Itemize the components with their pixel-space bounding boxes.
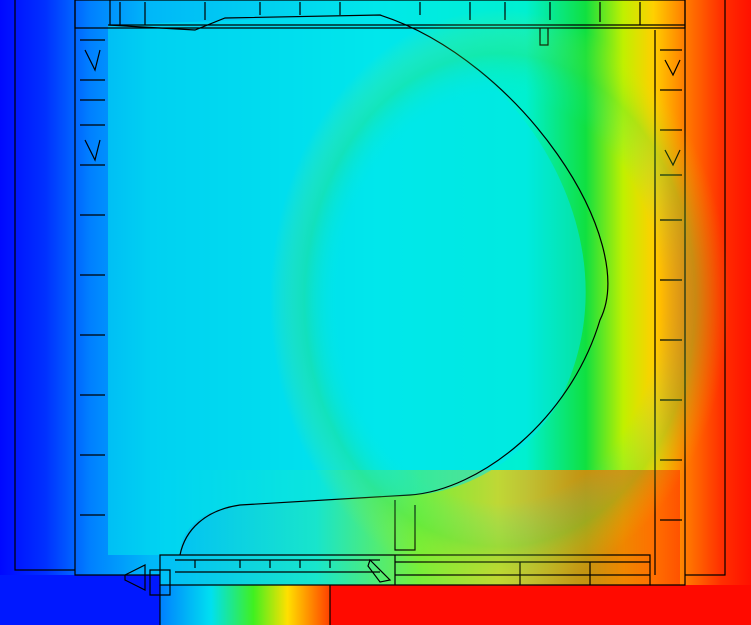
- sill: [160, 585, 330, 625]
- profile-outlines: [14, 0, 726, 625]
- wall-warm: [330, 585, 751, 625]
- isotherm-glow: [270, 10, 730, 590]
- wall-cold: [0, 575, 160, 625]
